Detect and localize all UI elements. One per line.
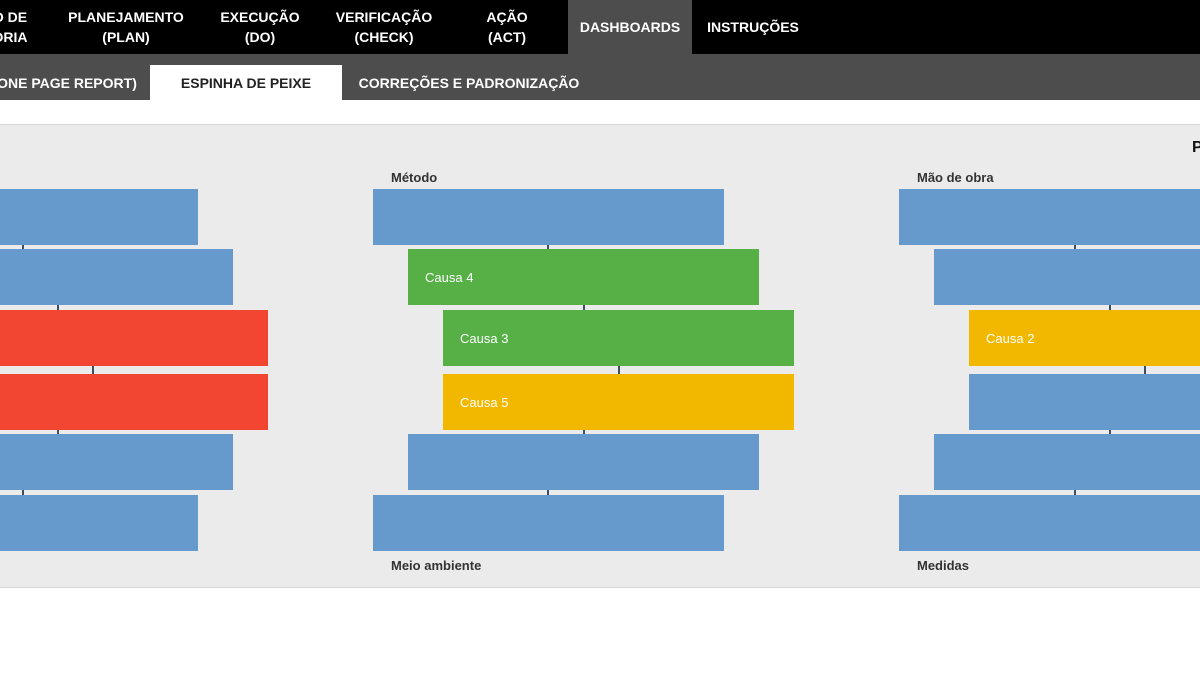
cause-box[interactable] — [0, 189, 198, 245]
cause-box[interactable]: Causa 5 — [443, 374, 794, 430]
cause-box[interactable] — [934, 249, 1200, 305]
spine-segment — [618, 365, 620, 375]
cause-box[interactable] — [373, 495, 724, 551]
spine-segment — [1074, 490, 1076, 496]
cause-box[interactable] — [969, 374, 1200, 430]
cause-box[interactable] — [0, 310, 268, 366]
cause-box[interactable] — [0, 434, 233, 490]
nav-item-check[interactable]: VERIFICAÇÃO (CHECK) — [335, 9, 433, 45]
spine-segment — [1144, 365, 1146, 375]
tab-one-page-report[interactable]: ONE PAGE REPORT) — [0, 74, 137, 91]
spine-segment — [57, 430, 59, 436]
category-label-metodo: Método — [391, 170, 438, 185]
cause-box[interactable] — [0, 249, 233, 305]
dashboard-tabbar: ONE PAGE REPORT) ESPINHA DE PEIXE CORREÇ… — [0, 54, 1200, 100]
spine-segment — [57, 305, 59, 311]
nav-item-partial[interactable]: O DE ORIA — [0, 9, 28, 45]
nav-item-dashboards[interactable]: DASHBOARDS — [568, 0, 692, 54]
cause-box[interactable]: Causa 4 — [408, 249, 759, 305]
cause-box[interactable] — [934, 434, 1200, 490]
nav-item-plan[interactable]: PLANEJAMENTO (PLAN) — [68, 9, 184, 45]
cause-box[interactable]: Causa 3 — [443, 310, 794, 366]
spine-segment — [92, 365, 94, 375]
spine-segment — [1074, 244, 1076, 250]
nav-item-do[interactable]: EXECUÇÃO (DO) — [220, 9, 300, 45]
category-label-medidas: Medidas — [917, 558, 970, 573]
nav-item-act[interactable]: AÇÃO (ACT) — [486, 9, 528, 45]
tab-espinha-de-peixe[interactable]: ESPINHA DE PEIXE — [150, 65, 342, 100]
tab-correcoes-padronizacao[interactable]: CORREÇÕES E PADRONIZAÇÃO — [358, 74, 580, 91]
cause-box[interactable] — [899, 495, 1200, 551]
spine-segment — [547, 244, 549, 250]
spine-segment — [547, 490, 549, 496]
cause-box[interactable]: Causa 2 — [969, 310, 1200, 366]
cause-box[interactable] — [0, 374, 268, 430]
spine-segment — [583, 430, 585, 436]
page-title: P — [1192, 139, 1200, 156]
spine-segment — [1109, 430, 1111, 436]
spine-segment — [22, 244, 24, 250]
category-label-meio-ambiente: Meio ambiente — [391, 558, 482, 573]
category-label-mao-de-obra: Mão de obra — [917, 170, 994, 185]
cause-box[interactable] — [373, 189, 724, 245]
spine-segment — [22, 490, 24, 496]
spine-segment — [583, 305, 585, 311]
top-navigation: O DE ORIA PLANEJAMENTO (PLAN) EXECUÇÃO (… — [0, 0, 1200, 54]
spine-segment — [1109, 305, 1111, 311]
cause-box[interactable] — [0, 495, 198, 551]
cause-box[interactable] — [408, 434, 759, 490]
cause-box[interactable] — [899, 189, 1200, 245]
nav-item-instrucoes[interactable]: INSTRUÇÕES — [707, 19, 799, 35]
